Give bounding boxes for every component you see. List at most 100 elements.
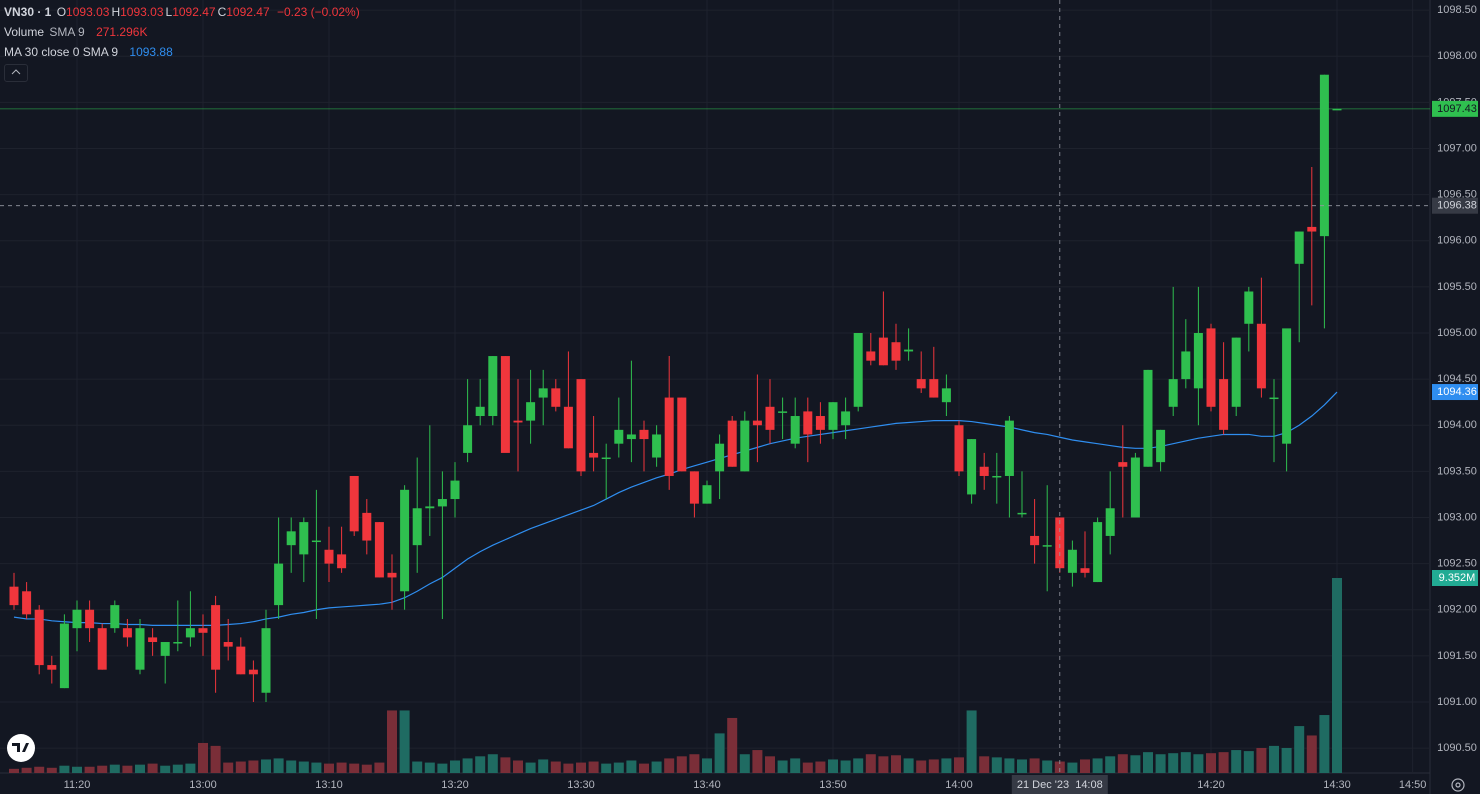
- candle-body: [765, 406, 775, 430]
- candle-body: [72, 609, 82, 629]
- candle-body: [173, 642, 183, 644]
- candle-body: [261, 628, 271, 693]
- volume-sma: SMA 9: [49, 25, 85, 39]
- volume-bar: [891, 755, 901, 773]
- candle-body: [702, 485, 712, 504]
- x-tick-label: 13:40: [693, 779, 721, 791]
- candle-body: [866, 351, 876, 361]
- candle-body: [1181, 351, 1191, 380]
- volume-sma-value: 271.296K: [96, 25, 148, 39]
- candle-body: [223, 642, 233, 647]
- volume-bar: [689, 754, 700, 773]
- ma-last-label: 1094.36: [1437, 386, 1477, 398]
- collapse-button[interactable]: [4, 64, 28, 82]
- volume-bar: [387, 710, 397, 773]
- crosshair-price-label: 1096.38: [1437, 200, 1477, 212]
- volume-bar: [210, 745, 221, 773]
- legend-row: VN30 · 1 O1093.03 H1093.03 L1092.47 C1092.4…: [4, 2, 362, 22]
- ohlc: O1093.03 H1093.03 L1092.47 C1092.47: [57, 5, 272, 19]
- volume-bar: [59, 765, 70, 773]
- crosshair-time-label: 21 Dec '23 14:08: [1017, 779, 1103, 791]
- volume-bar: [1294, 726, 1305, 773]
- volume-bar: [1130, 755, 1141, 773]
- x-tick-label: 14:20: [1197, 779, 1225, 791]
- volume-bar: [336, 762, 347, 773]
- candle-body: [299, 522, 309, 555]
- y-tick-label: 1092.00: [1437, 604, 1477, 616]
- volume-bar: [739, 754, 750, 773]
- x-tick-label: 14:00: [945, 779, 973, 791]
- volume-bar: [815, 761, 826, 773]
- volume-bar: [1243, 751, 1254, 773]
- volume-bar: [865, 754, 876, 773]
- volume-last-box: [1432, 570, 1478, 586]
- volume-bar: [1256, 747, 1267, 773]
- ma-last-box: [1432, 384, 1478, 401]
- volume-bar: [248, 760, 259, 773]
- ohlc-key: H: [111, 5, 121, 19]
- candle-body: [1004, 420, 1014, 476]
- volume-bar: [954, 757, 964, 773]
- volume-bar: [1319, 715, 1330, 773]
- volume-bar: [1042, 760, 1053, 773]
- volume-bar: [1105, 756, 1116, 773]
- volume-bar: [349, 763, 360, 773]
- crosshair-price-box: [1432, 197, 1478, 214]
- volume-bar: [412, 761, 423, 773]
- change: −0.23 (−0.02%): [276, 5, 360, 19]
- volume-bar: [550, 761, 561, 773]
- x-tick-label: 14:30: [1323, 779, 1351, 791]
- volume-bar: [1180, 752, 1191, 773]
- candle-body: [437, 499, 447, 507]
- candle-body: [1042, 545, 1052, 547]
- volume-bar: [1206, 753, 1216, 773]
- volume-bar: [424, 762, 435, 773]
- volume-bar: [828, 759, 838, 773]
- candle-body: [1030, 535, 1040, 546]
- volume-bar: [513, 760, 523, 773]
- candle-body: [47, 665, 57, 670]
- candle-body: [1156, 429, 1166, 463]
- volume-bar: [765, 756, 775, 773]
- candle-body: [412, 508, 422, 546]
- volume-bar: [462, 758, 473, 773]
- symbol: VN30 · 1: [4, 5, 52, 19]
- volume-bar: [576, 762, 586, 773]
- volume-bar: [21, 767, 32, 773]
- volume-bar: [676, 756, 687, 773]
- ohlc-value: 1093.03: [120, 5, 164, 19]
- candle-body: [1219, 379, 1229, 430]
- candle-body: [740, 420, 750, 472]
- volume-bar: [626, 760, 637, 773]
- volume-bar: [639, 763, 649, 773]
- candle-body: [274, 563, 284, 606]
- candle-body: [576, 379, 586, 472]
- candle-body: [1067, 549, 1077, 573]
- volume-bar: [1067, 762, 1078, 773]
- candle-body: [589, 452, 599, 458]
- ohlc-key: L: [165, 5, 173, 19]
- ohlc-value: 1092.47: [226, 5, 270, 19]
- candle-body: [122, 628, 132, 638]
- candle-body: [34, 609, 44, 666]
- volume-bar: [903, 758, 914, 773]
- volume-bar: [109, 764, 120, 773]
- volume-bar: [374, 762, 385, 773]
- candle-body: [135, 628, 145, 670]
- volume-bar: [1080, 759, 1090, 773]
- candle-body: [941, 388, 951, 403]
- candle-body: [1168, 379, 1178, 407]
- candle-body: [967, 439, 977, 495]
- volume-bar: [840, 760, 851, 773]
- candle-body: [1294, 231, 1304, 264]
- volume-bar: [727, 717, 738, 773]
- settings-icon[interactable]: [1451, 778, 1465, 792]
- candle-body: [752, 420, 762, 426]
- candle-body: [979, 466, 989, 476]
- ma-line: [13, 391, 1338, 627]
- candle-body: [311, 540, 321, 543]
- logo-mark: [12, 743, 29, 752]
- candle-body: [211, 605, 221, 670]
